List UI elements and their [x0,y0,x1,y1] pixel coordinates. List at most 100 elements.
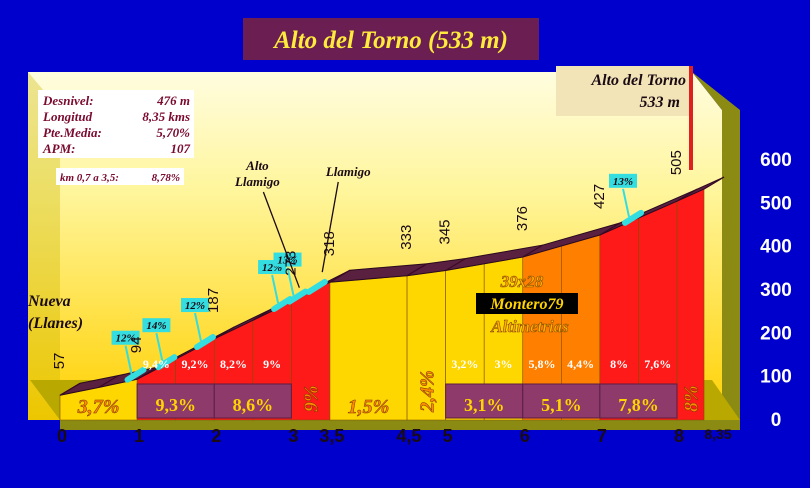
y-tick-label: 500 [760,193,792,214]
title-box [243,18,539,60]
x-tick-label: 5 [443,426,453,446]
stretch-note-box [56,168,184,185]
stat-value: 107 [171,141,191,156]
km-average-label: 3,1% [464,395,505,415]
segment-gradient-label: 9,2% [181,357,208,371]
credit-brand: Altimetrias [490,317,569,336]
km-average-label: 9,3% [155,395,196,415]
ramp-label-box [609,173,638,188]
segment-gradient-label: 8,2% [220,357,247,371]
y-tick-label: 600 [760,150,792,171]
ramp-leader [286,267,295,296]
steep-ramp-marker [124,366,147,383]
stats-box [38,90,194,158]
y-tick-label: 0 [771,410,782,431]
km-average-label: 8,6% [233,395,274,415]
segment-gradient-label: 8% [610,357,628,371]
stretch-note-label: km 0,7 a 3,5: [60,172,119,184]
stat-label: Pte.Media: [43,125,102,140]
x-tick-label: 4,5 [397,426,422,446]
road-tick [136,366,158,380]
ramp-leader [271,274,280,304]
road-tick [329,269,351,283]
ramp-leader [155,332,164,362]
segment-gradient-label: 4,4% [567,357,594,371]
segment-gradient-label: 1,5% [348,396,390,418]
y-tick-label: 100 [760,367,792,388]
landmark-label: Llamigo [325,164,371,179]
km-average-band [522,383,601,419]
steep-ramp-marker [622,209,645,226]
ramp-label-box [273,252,302,267]
x-tick-label: 3,5 [319,426,344,446]
ramp-label: 12% [185,300,205,312]
x-tick-label: 0 [57,426,67,446]
road-tick [406,263,428,277]
x-tick-label: 8 [674,426,684,446]
segment-gradient-label: 3% [494,357,512,371]
km-average-band [599,383,678,419]
credit-dims: 39x28 [500,272,544,291]
segment-gradient-label: 3,2% [451,357,478,371]
steep-ramp-marker [155,354,178,371]
segment-gradient-label: 9% [301,385,323,412]
steep-ramp-marker [305,278,328,295]
summit-line [689,66,693,170]
road-tick [522,244,544,258]
start-label: Nueva [27,293,71,310]
landmark-label: Alto [245,158,269,173]
ramp-label-box [111,330,140,345]
altitude-label: 345 [437,219,454,244]
segment-gradient-label: 9,4% [143,357,170,371]
y-tick-label: 400 [760,237,792,258]
ramp-leader [622,188,630,218]
floor-front [60,420,740,430]
chart-title: Alto del Torno (533 m) [272,27,508,54]
road-tick [213,326,235,340]
ramp-leader [193,312,202,342]
x-tick-label: 7 [597,426,607,446]
x-tick-label: 8,35 [704,426,731,442]
altitude-label: 318 [321,231,338,256]
x-tick-label: 3 [288,426,298,446]
stat-value: 8,35 kms [142,109,190,124]
altitude-label: 333 [398,225,415,250]
stat-label: Desnivel: [42,93,94,108]
altitude-label: 187 [205,288,222,313]
left-wall [28,72,60,420]
steep-ramp-marker [193,334,216,351]
road-tick [98,374,119,389]
summit-altitude: 533 m [640,94,680,111]
km-average-label: 7,8% [618,395,659,415]
y-tick-label: 300 [760,280,792,301]
landmark-label: Llamigo [234,174,280,189]
segment-gradient-label: 8% [681,385,703,412]
km-average-label: 5,1% [541,395,582,415]
x-tick-label: 6 [520,426,530,446]
y-tick-label: 200 [760,323,792,344]
altitude-label: 57 [51,353,68,370]
road-tick [676,188,698,202]
segment-gradient-label: 5,8% [529,357,556,371]
stat-value: 476 m [156,93,190,108]
segment-gradient-label: 9% [263,357,281,371]
road-tick [445,257,466,272]
ramp-label: 13% [613,176,633,188]
altitude-label: 427 [591,184,608,209]
credit-author-box [476,293,578,314]
segment-gradient-label: 7,6% [644,357,671,371]
ramp-label-box [142,318,171,333]
segment-gradient-label: 3,7% [77,396,120,418]
ramp-leader [124,345,133,374]
landmark-leader [262,191,300,288]
summit-box [556,66,690,116]
altitude-label: 376 [514,206,531,231]
km-average-band [213,383,292,419]
altitude-label: 94 [128,337,145,354]
landmark-leader [321,181,339,273]
road-tick [703,176,725,190]
credit-author: Montero79 [490,296,564,313]
